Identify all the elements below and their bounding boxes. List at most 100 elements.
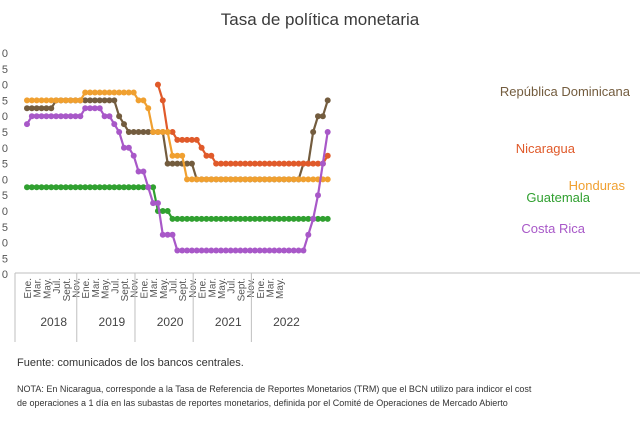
- data-point: [33, 113, 40, 120]
- data-point: [198, 144, 205, 151]
- data-point: [43, 184, 50, 191]
- data-point: [188, 160, 195, 167]
- data-point: [232, 176, 239, 183]
- chart-series: [24, 81, 331, 254]
- data-point: [203, 247, 210, 254]
- data-point: [91, 105, 98, 112]
- data-point: [48, 184, 55, 191]
- data-point: [208, 176, 215, 183]
- data-point: [281, 215, 288, 222]
- data-point: [256, 176, 263, 183]
- y-tick-label: 0: [2, 111, 8, 123]
- data-point: [28, 113, 35, 120]
- data-point: [96, 105, 103, 112]
- data-point: [169, 231, 176, 238]
- data-point: [125, 129, 132, 135]
- data-point: [276, 215, 283, 222]
- data-point: [24, 121, 30, 128]
- x-tick-label: May.: [101, 278, 112, 299]
- data-point: [188, 136, 195, 143]
- data-point: [310, 129, 317, 135]
- data-point: [203, 215, 210, 222]
- data-point: [82, 184, 89, 191]
- data-point: [135, 168, 142, 175]
- data-point: [193, 247, 200, 254]
- x-tick-label: Sept.: [236, 278, 247, 301]
- data-point: [135, 129, 142, 135]
- data-point: [251, 215, 258, 222]
- data-point: [218, 215, 224, 222]
- data-point: [33, 184, 40, 191]
- data-point: [91, 89, 98, 96]
- data-point: [251, 160, 258, 167]
- data-point: [111, 89, 118, 96]
- data-point: [324, 97, 331, 104]
- data-point: [125, 89, 132, 96]
- data-point: [315, 160, 321, 167]
- data-point: [247, 247, 254, 254]
- data-point: [106, 184, 113, 191]
- y-tick-label: 0: [2, 174, 8, 186]
- data-point: [87, 184, 94, 191]
- data-point: [271, 247, 278, 254]
- data-point: [62, 113, 69, 120]
- x-tick-label: Ene.: [81, 278, 92, 299]
- data-point: [247, 215, 254, 222]
- data-point: [43, 113, 50, 120]
- data-point: [179, 215, 186, 222]
- data-point: [82, 105, 89, 112]
- data-point: [324, 215, 331, 222]
- data-point: [261, 176, 268, 183]
- series-labels: República Dominicana Nicaragua HondurasGua…: [500, 84, 631, 236]
- data-point: [193, 176, 200, 183]
- data-point: [101, 113, 108, 120]
- data-point: [53, 113, 60, 120]
- year-label: 2022: [273, 315, 300, 329]
- data-point: [145, 105, 152, 112]
- series-honduras: [24, 89, 331, 183]
- y-tick-label: 5: [2, 95, 8, 107]
- data-point: [48, 105, 55, 112]
- chart-axes: 050505050505050Ene.Mar.May.Jul.Sept.Nov.…: [2, 48, 640, 342]
- data-point: [213, 215, 220, 222]
- data-point: [300, 247, 307, 254]
- series-line: [156, 84, 329, 165]
- data-point: [218, 176, 224, 183]
- data-point: [305, 231, 312, 238]
- note-text: NOTA: En Nicaragua, corresponde a la Tas…: [17, 382, 640, 410]
- data-point: [130, 89, 137, 96]
- data-point: [237, 247, 244, 254]
- data-point: [218, 247, 224, 254]
- data-point: [96, 97, 103, 104]
- data-point: [150, 200, 157, 207]
- data-point: [135, 184, 142, 191]
- data-point: [174, 215, 181, 222]
- data-point: [310, 160, 317, 167]
- x-tick-label: Jul.: [110, 278, 121, 294]
- x-tick-label: May.: [275, 278, 286, 299]
- data-point: [24, 105, 30, 112]
- data-point: [256, 160, 263, 167]
- data-point: [285, 160, 292, 167]
- data-point: [130, 184, 137, 191]
- data-point: [232, 215, 239, 222]
- data-point: [121, 121, 127, 128]
- data-point: [140, 129, 147, 135]
- data-point: [43, 97, 50, 104]
- data-point: [164, 160, 171, 167]
- data-point: [106, 89, 113, 96]
- data-point: [179, 152, 186, 159]
- data-point: [295, 247, 302, 254]
- data-point: [315, 113, 321, 120]
- data-point: [169, 215, 176, 222]
- data-point: [208, 152, 215, 159]
- data-point: [237, 160, 244, 167]
- data-point: [28, 184, 35, 191]
- data-point: [101, 184, 108, 191]
- y-tick-label: 0: [2, 48, 8, 60]
- x-tick-label: May.: [159, 278, 170, 299]
- data-point: [48, 113, 55, 120]
- data-point: [295, 160, 302, 167]
- data-point: [101, 97, 108, 104]
- x-tick-label: Ene.: [139, 278, 150, 299]
